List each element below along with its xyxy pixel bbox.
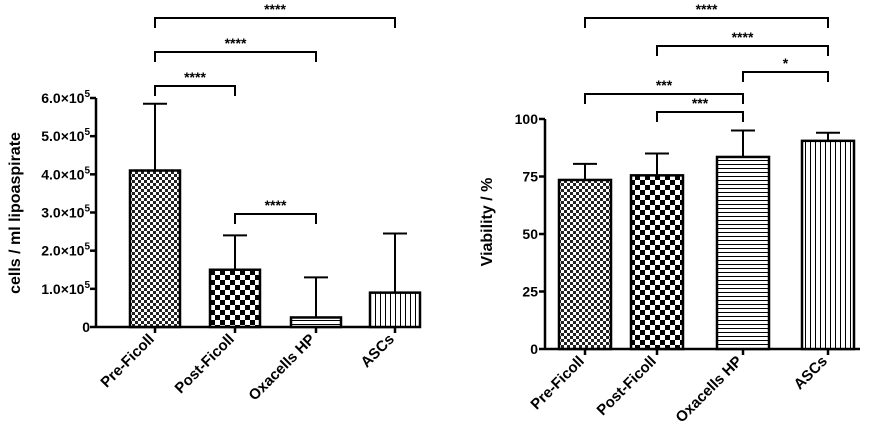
- y-tick-exponent: 5: [84, 242, 90, 253]
- left-chart-panel: 01.0×1052.0×1053.0×1054.0×1055.0×1056.0×…: [7, 1, 422, 404]
- bar: [800, 139, 856, 351]
- significance-label: ****: [732, 29, 754, 45]
- bar: [629, 174, 685, 351]
- y-tick-mantissa: 6.0: [41, 90, 61, 106]
- y-tick-label: 25: [522, 284, 538, 300]
- y-tick-label: 75: [522, 169, 538, 185]
- y-tick-exponent: 5: [84, 280, 90, 291]
- x-category-label: Post-Ficoll: [594, 353, 660, 419]
- y-axis-title: Viability / %: [479, 178, 496, 267]
- significance-label: ***: [692, 95, 709, 111]
- significance-bracket: [154, 85, 236, 96]
- significance-label: ***: [656, 77, 673, 93]
- significance-bracket: [742, 71, 829, 82]
- significance-label: ****: [265, 197, 287, 213]
- y-tick-exponent: 5: [84, 127, 90, 138]
- significance-bracket: [584, 17, 829, 28]
- bar: [128, 169, 182, 329]
- y-tick-label: 4.0×105: [41, 165, 90, 182]
- y-tick-label: 2.0×105: [41, 242, 90, 259]
- y-tick-label: 100: [515, 111, 539, 127]
- y-tick-label: 0: [82, 319, 90, 335]
- x-category-label: Pre-Ficoll: [527, 353, 587, 413]
- y-tick-label: 50: [522, 226, 538, 242]
- x-category-label: Oxacells HP: [245, 331, 318, 404]
- y-tick-mantissa: 4.0: [41, 166, 61, 182]
- significance-bracket: [656, 45, 829, 56]
- y-tick-times: ×10: [61, 166, 85, 182]
- y-tick-mantissa: 3.0: [41, 205, 61, 221]
- y-tick-times: ×10: [61, 243, 85, 259]
- y-tick-mantissa: 1.0: [41, 281, 61, 297]
- significance-label: ****: [696, 1, 718, 17]
- y-tick-exponent: 5: [84, 89, 90, 100]
- x-category-label: Post-Ficoll: [172, 331, 238, 397]
- y-tick-label: 5.0×105: [41, 127, 90, 144]
- x-category-label: Oxacells HP: [672, 353, 745, 426]
- y-tick-times: ×10: [61, 128, 85, 144]
- y-tick-label: 6.0×105: [41, 89, 90, 106]
- y-tick-mantissa: 5.0: [41, 128, 61, 144]
- y-tick-label: 3.0×105: [41, 204, 90, 221]
- y-tick-times: ×10: [61, 90, 85, 106]
- significance-bracket: [584, 93, 744, 104]
- y-tick-mantissa: 2.0: [41, 243, 61, 259]
- bar: [289, 316, 343, 329]
- y-tick-exponent: 5: [84, 165, 90, 176]
- significance-label: *: [783, 55, 789, 71]
- significance-bracket: [154, 17, 396, 28]
- y-tick-label: 0: [530, 341, 538, 357]
- y-axis-title: cells / ml lipoaspirate: [7, 132, 24, 294]
- significance-label: ****: [264, 1, 286, 17]
- bar: [368, 291, 422, 329]
- bar: [208, 268, 262, 329]
- significance-bracket: [154, 51, 317, 62]
- x-category-label: Pre-Ficoll: [97, 331, 157, 391]
- bar: [715, 155, 771, 351]
- significance-bracket: [656, 111, 744, 122]
- bar: [557, 178, 613, 351]
- significance-label: ****: [225, 35, 247, 51]
- y-tick-label: 1.0×105: [41, 280, 90, 297]
- x-category-label: ASCs: [358, 331, 398, 371]
- x-category-label: ASCs: [791, 353, 831, 393]
- y-tick-times: ×10: [61, 205, 85, 221]
- significance-label: ****: [184, 69, 206, 85]
- y-tick-exponent: 5: [84, 204, 90, 215]
- right-chart-panel: 0 25 50 75 100 Pre-Ficoll Post-Ficoll Oxacells …: [479, 1, 860, 426]
- y-tick-times: ×10: [61, 281, 85, 297]
- significance-bracket: [234, 213, 317, 224]
